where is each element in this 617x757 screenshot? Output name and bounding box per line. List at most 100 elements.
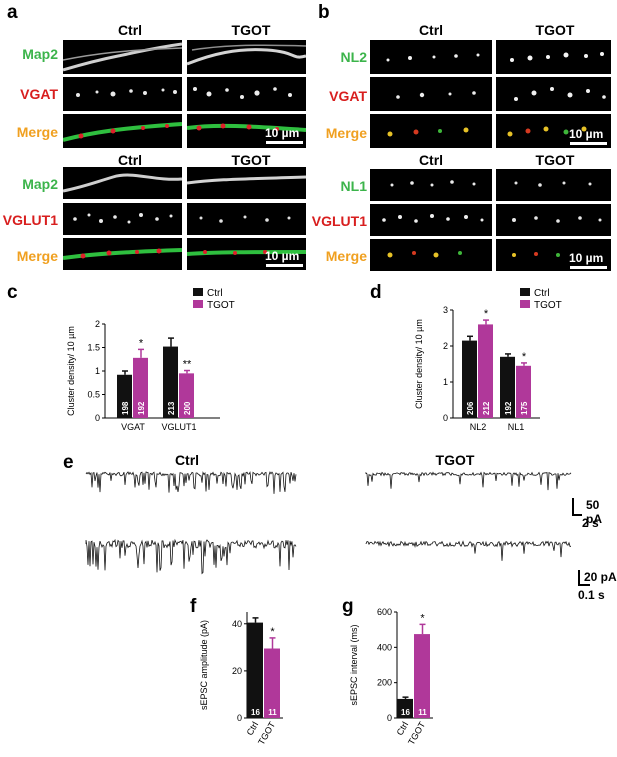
bar bbox=[414, 634, 430, 718]
row-label-b-nl2: NL2 bbox=[340, 49, 367, 65]
legend-swatch bbox=[193, 288, 203, 296]
bar bbox=[133, 357, 148, 418]
legend-label: Ctrl bbox=[207, 288, 223, 299]
row-label-a-merge-2: Merge bbox=[16, 248, 58, 264]
scale-bar-e2-vertical bbox=[578, 570, 580, 584]
micrograph-b-nl2-tgot bbox=[496, 40, 611, 74]
row-label-b-vglut1: VGLUT1 bbox=[311, 213, 367, 229]
y-tick-label: 2 bbox=[443, 341, 448, 351]
panel-letter-a: a bbox=[7, 2, 18, 23]
micrograph-b-merge2-ctrl bbox=[370, 239, 492, 271]
header-b-bottom-tgot: TGOT bbox=[535, 152, 575, 168]
micrograph-a-merge2-tgot bbox=[187, 238, 306, 270]
scale-label-e2-y: 20 pA bbox=[584, 570, 617, 584]
chart-f: 0 20 40 sEPSC amplitude (pA) 16 Ctrl 11 * TGOT bbox=[199, 612, 283, 747]
legend-swatch bbox=[520, 288, 530, 296]
panel-letter-b: b bbox=[318, 2, 330, 23]
micrograph-b-vgat-ctrl bbox=[370, 77, 492, 111]
x-tick-label: VGLUT1 bbox=[161, 422, 196, 432]
bar-n-label: 200 bbox=[183, 401, 192, 415]
y-tick-label: 600 bbox=[377, 607, 392, 617]
bar-n-label: 16 bbox=[251, 708, 260, 717]
bar bbox=[179, 373, 194, 418]
header-e-tgot: TGOT bbox=[435, 452, 475, 468]
y-tick-label: 0 bbox=[387, 713, 392, 723]
y-tick-label: 0 bbox=[237, 713, 242, 723]
chart-g: 0 200 400 600 sEPSC interval (ms) 16 Ctrl 11 * TG… bbox=[349, 607, 433, 747]
scale-bar-b-top bbox=[570, 142, 607, 145]
chart-d: 0 1 2 3 Cluster density/ 10 µm 206 212 * NL2 192 1… bbox=[414, 288, 562, 432]
bar-n-label: 212 bbox=[482, 401, 491, 415]
header-a-bottom-tgot: TGOT bbox=[231, 152, 271, 168]
scale-bar-b-bottom bbox=[570, 266, 607, 269]
x-tick-label: Ctrl bbox=[245, 720, 261, 737]
scale-label-a-bottom: 10 µm bbox=[265, 249, 300, 263]
trace-ctrl-fast bbox=[85, 538, 297, 575]
micrograph-a-map2b-tgot bbox=[187, 167, 306, 199]
row-label-a-merge: Merge bbox=[16, 124, 58, 140]
header-b-top-tgot: TGOT bbox=[535, 22, 575, 38]
scale-bar-a-bottom bbox=[266, 264, 303, 267]
row-label-b-merge: Merge bbox=[325, 125, 367, 141]
micrograph-b-vglut1-tgot bbox=[496, 204, 611, 236]
y-tick-label: 1.5 bbox=[87, 343, 100, 353]
micrograph-b-nl1-ctrl bbox=[370, 169, 492, 201]
panel-letter-f: f bbox=[190, 596, 197, 617]
micrograph-a-vgat-ctrl bbox=[63, 77, 182, 111]
y-tick-label: 1 bbox=[95, 366, 100, 376]
header-a-top-tgot: TGOT bbox=[231, 22, 271, 38]
bar-n-label: 206 bbox=[466, 401, 475, 415]
y-tick-label: 0 bbox=[95, 413, 100, 423]
trace-ctrl-slow bbox=[85, 471, 297, 494]
y-tick-label: 400 bbox=[377, 642, 392, 652]
scale-bar-a-top bbox=[266, 141, 303, 144]
micrograph-a-map2-tgot bbox=[187, 40, 306, 74]
significance-star: * bbox=[270, 626, 275, 638]
panel-letter-c: c bbox=[7, 282, 18, 303]
x-tick-label: NL1 bbox=[508, 422, 525, 432]
scale-label-e1-y: 50 pA bbox=[586, 498, 602, 526]
bar-n-label: 198 bbox=[121, 401, 130, 415]
row-label-b-vgat: VGAT bbox=[329, 88, 367, 104]
sepsc-traces bbox=[85, 471, 572, 575]
bar-n-label: 11 bbox=[268, 708, 277, 717]
row-label-b-nl1: NL1 bbox=[340, 178, 367, 194]
y-axis-label: Cluster density/ 10 µm bbox=[414, 319, 424, 409]
micrograph-a-vglut1-ctrl bbox=[63, 203, 182, 235]
micrograph-b-nl2-ctrl bbox=[370, 40, 492, 74]
scale-bar-e1-vertical bbox=[572, 498, 574, 514]
micrograph-b-merge2-tgot bbox=[496, 239, 611, 271]
scale-label-b-bottom: 10 µm bbox=[569, 251, 604, 265]
header-e-ctrl: Ctrl bbox=[174, 452, 200, 468]
y-tick-label: 1 bbox=[443, 377, 448, 387]
bar-n-label: 11 bbox=[418, 708, 427, 717]
scale-label-b-top: 10 µm bbox=[569, 127, 604, 141]
legend-label: TGOT bbox=[534, 300, 562, 311]
significance-star: ** bbox=[183, 359, 192, 371]
y-tick-label: 40 bbox=[232, 619, 242, 629]
micrograph-a-merge-ctrl bbox=[63, 114, 182, 148]
micrograph-a-vglut1-tgot bbox=[187, 203, 306, 235]
micrograph-a-map2-ctrl bbox=[63, 40, 182, 74]
significance-star: * bbox=[420, 612, 425, 624]
header-b-bottom-ctrl: Ctrl bbox=[418, 152, 444, 168]
scale-label-e2-x: 0.1 s bbox=[578, 588, 605, 602]
panel-letter-d: d bbox=[370, 282, 382, 303]
bar-n-label: 175 bbox=[520, 401, 529, 415]
micrograph-a-vgat-tgot bbox=[187, 77, 306, 111]
y-tick-label: 0 bbox=[443, 413, 448, 423]
header-b-top-ctrl: Ctrl bbox=[418, 22, 444, 38]
row-label-a-map2-2: Map2 bbox=[22, 176, 58, 192]
micrograph-b-vgat-tgot bbox=[496, 77, 611, 111]
bar-n-label: 213 bbox=[167, 401, 176, 415]
bar bbox=[462, 340, 477, 418]
y-axis-label: Cluster density/ 10 µm bbox=[66, 326, 76, 416]
x-tick-label: Ctrl bbox=[395, 720, 411, 737]
panel-letter-g: g bbox=[342, 596, 354, 617]
y-tick-label: 20 bbox=[232, 666, 242, 676]
y-tick-label: 2 bbox=[95, 319, 100, 329]
scale-bar-e2-horizontal bbox=[578, 584, 590, 586]
micrograph-b-vglut1-ctrl bbox=[370, 204, 492, 236]
significance-star: * bbox=[139, 337, 144, 349]
legend-swatch bbox=[520, 300, 530, 308]
